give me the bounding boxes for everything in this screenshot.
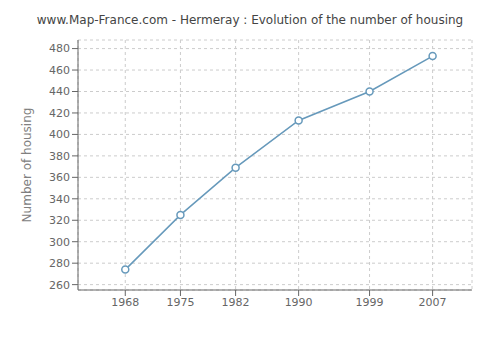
svg-text:480: 480 xyxy=(49,42,70,55)
svg-text:300: 300 xyxy=(49,236,70,249)
svg-text:1968: 1968 xyxy=(111,296,139,309)
svg-text:280: 280 xyxy=(49,257,70,270)
svg-text:2007: 2007 xyxy=(419,296,447,309)
svg-text:440: 440 xyxy=(49,85,70,98)
svg-text:1999: 1999 xyxy=(356,296,384,309)
svg-text:1975: 1975 xyxy=(166,296,194,309)
svg-text:Number of housing: Number of housing xyxy=(20,108,34,223)
svg-text:400: 400 xyxy=(49,128,70,141)
svg-text:1982: 1982 xyxy=(222,296,250,309)
svg-text:360: 360 xyxy=(49,171,70,184)
svg-text:320: 320 xyxy=(49,214,70,227)
svg-text:460: 460 xyxy=(49,64,70,77)
svg-text:340: 340 xyxy=(49,193,70,206)
html-text:www.Map-France.com - Hermeray: www.Map-France.com - Hermeray : Evolutio… xyxy=(36,13,464,27)
svg-text:380: 380 xyxy=(49,150,70,163)
svg-text:260: 260 xyxy=(49,279,70,292)
svg-text:420: 420 xyxy=(49,107,70,120)
svg-text:1990: 1990 xyxy=(285,296,313,309)
